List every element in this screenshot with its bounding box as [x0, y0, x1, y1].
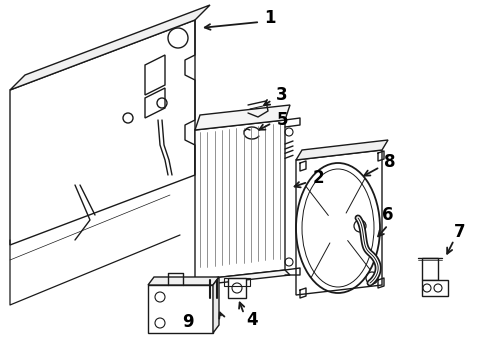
Polygon shape [10, 20, 195, 245]
Polygon shape [296, 150, 382, 295]
Text: 2: 2 [312, 169, 324, 187]
Polygon shape [148, 285, 213, 333]
Polygon shape [195, 270, 290, 285]
Text: 6: 6 [382, 206, 394, 224]
Polygon shape [296, 140, 388, 160]
Polygon shape [213, 277, 219, 333]
Text: 8: 8 [384, 153, 396, 171]
Polygon shape [148, 277, 219, 285]
Text: 5: 5 [276, 111, 288, 129]
Polygon shape [10, 5, 210, 90]
Polygon shape [195, 105, 290, 130]
Polygon shape [195, 120, 285, 280]
Polygon shape [422, 258, 438, 280]
Polygon shape [228, 278, 246, 298]
Text: 7: 7 [454, 223, 466, 241]
Text: 3: 3 [276, 86, 288, 104]
Text: 9: 9 [182, 313, 194, 331]
Polygon shape [422, 280, 448, 296]
Text: 4: 4 [246, 311, 258, 329]
Text: 1: 1 [264, 9, 276, 27]
